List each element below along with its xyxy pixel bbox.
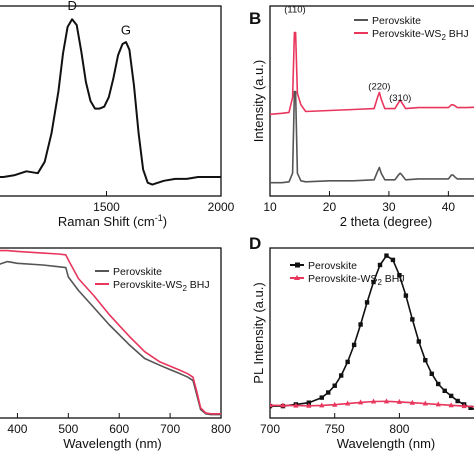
x-tick-label: 800 <box>389 422 409 436</box>
x-tick-label: 600 <box>109 422 129 436</box>
data-point-triangle <box>270 402 273 408</box>
data-point-triangle <box>383 398 390 404</box>
data-point-square <box>326 390 331 395</box>
y-axis-label: Intensity (a.u.) <box>251 60 266 142</box>
data-point-triangle <box>370 398 377 404</box>
data-point-square <box>319 395 324 400</box>
data-point-square <box>377 262 383 268</box>
data-point-triangle <box>306 402 312 408</box>
series-group <box>0 18 221 186</box>
data-point-triangle <box>448 402 454 408</box>
legend-marker-square <box>295 262 300 268</box>
panel-c-absorbance: 400 500 600 700 800 Wavelength (nm) Perovskite… <box>0 247 231 451</box>
data-point-triangle <box>461 403 467 409</box>
series-group <box>270 31 474 184</box>
series-line-perovskite-ws2-bhj <box>270 31 474 116</box>
data-point-triangle <box>319 402 325 408</box>
x-tick-label: 700 <box>160 422 180 436</box>
panel-tag: B <box>249 9 261 28</box>
data-point-square <box>436 381 441 387</box>
data-point-triangle <box>435 401 441 407</box>
peak-label: (220) <box>368 82 390 93</box>
series-line-perovskite <box>270 90 474 184</box>
plot-frame <box>0 247 222 419</box>
x-tick-label: 500 <box>58 422 78 436</box>
data-point-square <box>384 253 389 258</box>
series-group <box>270 253 474 411</box>
x-tick-label: 20 <box>323 200 337 214</box>
data-point-square <box>468 405 473 410</box>
peak-label: D <box>67 0 76 13</box>
data-point-square <box>351 342 357 348</box>
peak-label: (310) <box>389 93 411 104</box>
x-tick-label: 1500 <box>93 200 120 214</box>
x-tick-label: 10 <box>263 200 277 214</box>
legend-label: Perovskite-WS2 BHJ <box>113 279 210 293</box>
data-point-triangle <box>422 400 428 406</box>
legend-label: Perovskite <box>308 260 357 272</box>
data-point-triangle <box>409 399 415 405</box>
data-point-square <box>442 388 447 393</box>
x-tick-label: 400 <box>7 422 27 436</box>
panel-b-xrd: 10 20 30 40 2 theta (degree) Intensity (a.u.)… <box>249 5 474 229</box>
data-point-square <box>358 322 363 327</box>
data-point-square <box>455 398 460 404</box>
data-point-triangle <box>332 401 338 407</box>
series-line-spectrum <box>0 18 221 186</box>
legend-label: Perovskite-WS2 BHJ <box>372 28 469 42</box>
data-point-square <box>416 339 422 344</box>
plot-frame <box>269 247 474 419</box>
data-point-square <box>448 393 454 399</box>
data-point-triangle <box>357 399 364 405</box>
x-axis-label: Wavelength (nm) <box>337 436 436 451</box>
legend-label: Perovskite <box>372 15 421 27</box>
legend-label: Perovskite-WS2 BHJ <box>308 273 405 287</box>
data-point-square <box>332 383 337 388</box>
x-tick-label: 700 <box>260 422 280 436</box>
plot-frame <box>269 5 474 197</box>
x-tick-label: 40 <box>442 200 456 214</box>
panel-tag: D <box>249 234 261 253</box>
peak-label: (110) <box>284 5 305 16</box>
data-point-triangle <box>396 398 403 404</box>
series-line-perovskite-ws2-bhj <box>0 249 221 415</box>
x-tick-label: 800 <box>211 422 231 436</box>
data-point-square <box>397 273 402 278</box>
data-point-triangle <box>345 400 351 406</box>
data-point-square <box>390 257 396 263</box>
panel-a-raman: 0015002000Raman Shift (cm-1)DG <box>0 0 235 229</box>
data-point-square <box>429 371 434 376</box>
series-line-perovskite-ws2-bhj <box>270 400 474 408</box>
plot-frame <box>0 5 222 197</box>
x-axis-label: 2 theta (degree) <box>340 214 433 229</box>
x-tick-label: 2000 <box>208 200 235 214</box>
legend-marker-triangle <box>294 275 300 280</box>
data-point-square <box>345 359 350 365</box>
data-point-square <box>423 358 428 363</box>
data-point-triangle <box>293 402 299 408</box>
data-point-square <box>338 373 344 378</box>
data-point-square <box>410 317 415 322</box>
peak-label: G <box>121 23 131 38</box>
x-axis-label: Wavelength (nm) <box>63 436 162 451</box>
data-point-square <box>306 400 312 405</box>
x-axis-label: Raman Shift (cm-1) <box>58 213 167 229</box>
y-axis-label: PL Intensity (a.u.) <box>251 282 266 383</box>
x-tick-label: 750 <box>325 422 345 436</box>
data-point-triangle <box>280 402 286 408</box>
legend-label: Perovskite <box>113 266 162 278</box>
x-tick-label: 30 <box>382 200 396 214</box>
data-point-square <box>364 300 370 305</box>
series-group <box>0 249 221 416</box>
data-point-square <box>403 293 409 298</box>
data-point-square <box>371 279 376 285</box>
